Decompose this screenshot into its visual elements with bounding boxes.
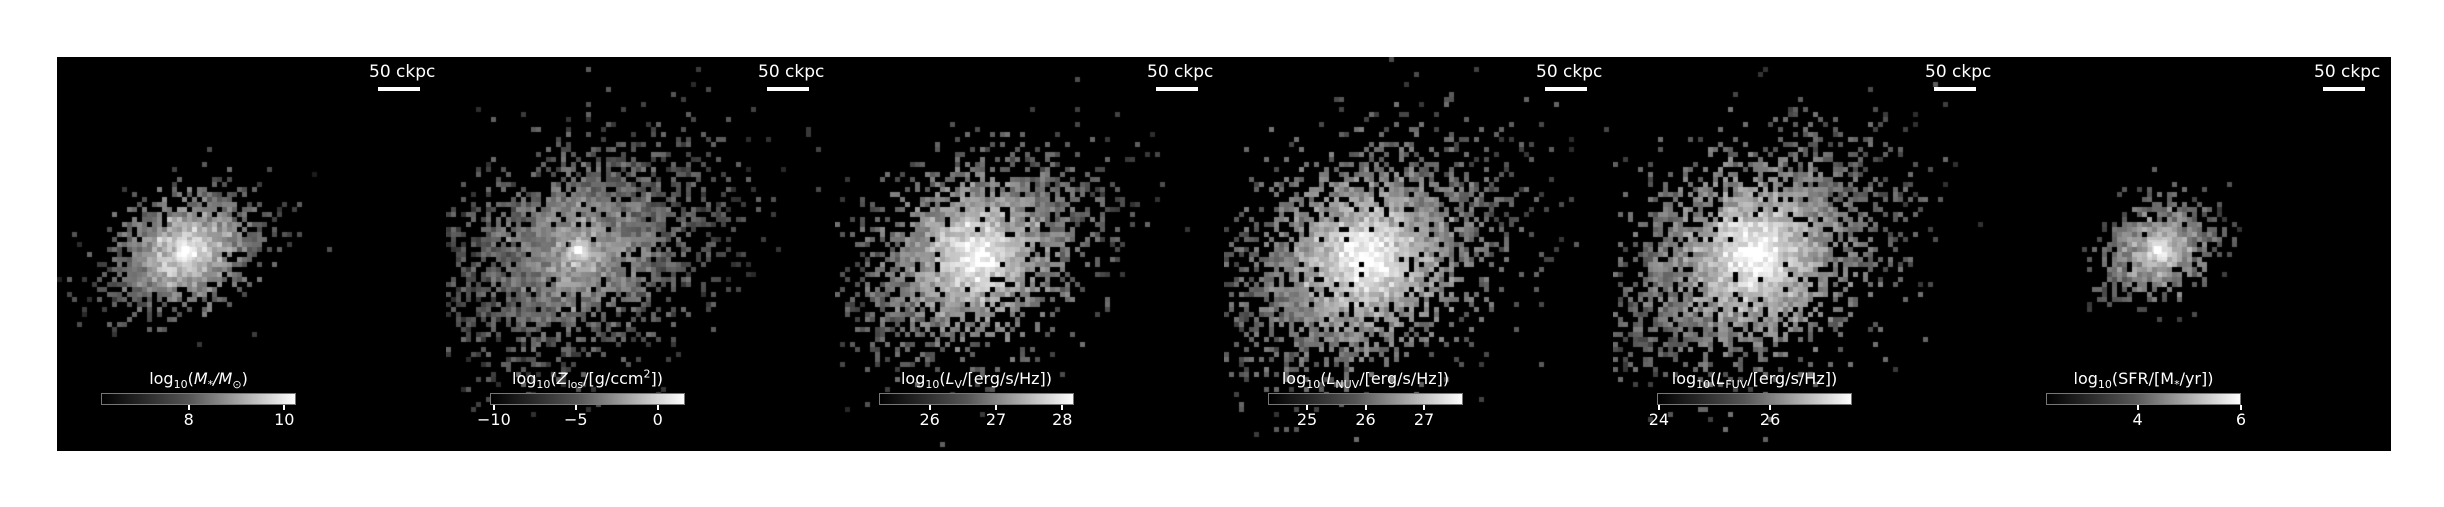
colorbar-ticks: 4 6 bbox=[2046, 405, 2246, 435]
scale-bar: 50 ckpc bbox=[369, 61, 436, 91]
scale-bar-label: 50 ckpc bbox=[1536, 62, 1603, 82]
scale-bar-line bbox=[1934, 87, 1976, 91]
colorbar-label: log10(LFUV/[erg/s/Hz]) bbox=[1671, 369, 1838, 392]
panel-nuv-luminosity: 50 ckpc log10(LNUV/[erg/s/Hz]) 25 26 27 bbox=[1224, 57, 1613, 451]
colorbar-label: log10(Zlos/[g/ccm2]) bbox=[512, 367, 663, 392]
colorbar-gradient bbox=[2046, 393, 2241, 405]
colorbar-ticks: 26 27 28 bbox=[879, 405, 1074, 435]
scale-bar-label: 50 ckpc bbox=[1925, 62, 1992, 82]
colorbar-gradient bbox=[1657, 393, 1852, 405]
colorbar-label: log10(M*/M⊙) bbox=[149, 369, 248, 392]
scale-bar-line bbox=[1156, 87, 1198, 91]
nuv-luminosity-map bbox=[1224, 57, 1613, 451]
scale-bar-label: 50 ckpc bbox=[758, 62, 825, 82]
scale-bar-line bbox=[2323, 87, 2365, 91]
scale-bar: 50 ckpc bbox=[1536, 61, 1603, 91]
scale-bar: 50 ckpc bbox=[1925, 61, 1992, 91]
colorbar-label: log10(SFR/[M*/yr]) bbox=[2073, 369, 2214, 392]
star-formation-rate-map bbox=[2002, 57, 2391, 451]
scale-bar-label: 50 ckpc bbox=[369, 62, 436, 82]
colorbar-gradient bbox=[101, 393, 296, 405]
panel-v-band-luminosity: 50 ckpc log10(LV/[erg/s/Hz]) 26 27 28 bbox=[835, 57, 1224, 451]
image-strip: 50 ckpc log10(M*/M⊙) 8 10 50 ckpc log10(… bbox=[57, 57, 2391, 451]
scale-bar-label: 50 ckpc bbox=[2314, 62, 2381, 82]
scale-bar-label: 50 ckpc bbox=[1147, 62, 1214, 82]
fuv-luminosity-map bbox=[1613, 57, 2002, 451]
colorbar-gradient bbox=[879, 393, 1074, 405]
panel-stellar-mass: 50 ckpc log10(M*/M⊙) 8 10 bbox=[57, 57, 446, 451]
metallicity-map bbox=[446, 57, 835, 451]
scale-bar-line bbox=[1545, 87, 1587, 91]
v-band-luminosity-map bbox=[835, 57, 1224, 451]
colorbar-ticks: −10 −5 0 bbox=[477, 405, 685, 435]
colorbar-gradient bbox=[1268, 393, 1463, 405]
colorbar-label: log10(LNUV/[erg/s/Hz]) bbox=[1281, 369, 1450, 392]
colorbar-ticks: 25 26 27 bbox=[1268, 405, 1463, 435]
colorbar-ticks: 24 26 bbox=[1649, 405, 1852, 435]
scale-bar: 50 ckpc bbox=[1147, 61, 1214, 91]
scale-bar-line bbox=[378, 87, 420, 91]
stellar-mass-map bbox=[57, 57, 446, 451]
colorbar-label: log10(LV/[erg/s/Hz]) bbox=[900, 369, 1053, 392]
colorbar-gradient bbox=[490, 393, 685, 405]
scale-bar: 50 ckpc bbox=[2314, 61, 2381, 91]
panel-star-formation-rate: 50 ckpc log10(SFR/[M*/yr]) 4 6 bbox=[2002, 57, 2391, 451]
panel-fuv-luminosity: 50 ckpc log10(LFUV/[erg/s/Hz]) 24 26 bbox=[1613, 57, 2002, 451]
scale-bar-line bbox=[767, 87, 809, 91]
scale-bar: 50 ckpc bbox=[758, 61, 825, 91]
colorbar-ticks: 8 10 bbox=[101, 405, 296, 435]
panel-metallicity: 50 ckpc log10(Zlos/[g/ccm2]) −10 −5 0 bbox=[446, 57, 835, 451]
